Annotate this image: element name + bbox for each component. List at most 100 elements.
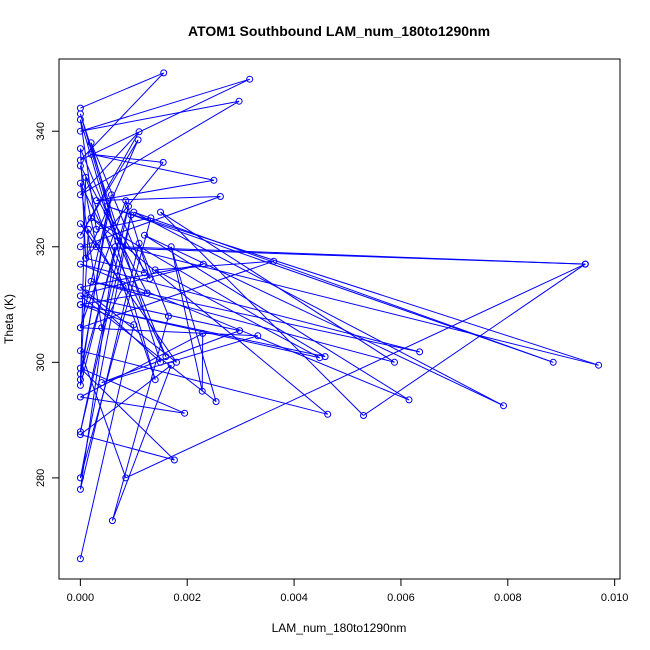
data-point	[157, 208, 164, 216]
series-segment	[170, 246, 217, 402]
data-point	[76, 243, 84, 251]
x-tick-label: 0.000	[67, 592, 95, 604]
series-segment	[79, 206, 129, 375]
series-segment	[160, 211, 364, 416]
series-segment	[106, 205, 599, 366]
series-segment	[80, 100, 240, 196]
data-point	[173, 358, 180, 366]
data-point	[125, 202, 132, 210]
series-segment	[79, 165, 148, 294]
series-segment	[80, 292, 148, 306]
data-point	[76, 220, 84, 228]
series-segment	[85, 292, 161, 363]
data-point	[549, 358, 557, 366]
series-segment	[90, 217, 326, 358]
data-point	[210, 176, 218, 184]
series-segment	[79, 214, 132, 478]
y-axis-label: Theta (K)	[2, 294, 16, 344]
series-segment	[96, 179, 214, 202]
data-point	[316, 354, 324, 362]
series-segment	[138, 243, 169, 317]
data-point	[76, 231, 84, 239]
data-point	[76, 485, 84, 493]
series-lines	[79, 72, 599, 559]
data-point	[103, 208, 111, 216]
data-point	[76, 347, 84, 355]
series-segment	[90, 142, 145, 273]
chart-title: ATOM1 Southbound LAM_num_180to1290nm	[188, 23, 490, 39]
series-segment	[125, 200, 151, 279]
series-segment	[96, 196, 221, 202]
data-point	[130, 321, 138, 329]
series-segment	[201, 333, 204, 392]
series-points	[76, 69, 603, 563]
series-segment	[80, 263, 420, 353]
data-point	[82, 289, 90, 297]
series-segment	[80, 263, 204, 288]
series-segment	[90, 280, 395, 363]
series-segment	[79, 182, 167, 357]
data-point	[147, 214, 155, 222]
data-point	[76, 110, 84, 118]
series-segment	[79, 212, 108, 380]
data-point	[82, 173, 90, 181]
data-point	[170, 456, 178, 464]
x-tick-label: 0.010	[601, 592, 629, 604]
series-segment	[80, 72, 165, 161]
series-segment	[79, 350, 127, 479]
data-point	[76, 555, 84, 563]
x-tick-label: 0.002	[173, 592, 201, 604]
data-point	[198, 387, 206, 395]
data-point	[119, 243, 127, 251]
data-point	[167, 361, 175, 369]
data-point	[107, 191, 115, 199]
series-segment	[80, 286, 177, 363]
series-segment	[79, 229, 89, 380]
data-point	[76, 301, 84, 309]
data-point	[84, 225, 92, 233]
series-segment	[90, 217, 329, 415]
data-point	[181, 409, 189, 417]
data-point	[160, 69, 168, 77]
data-point	[500, 402, 507, 410]
data-point	[76, 179, 84, 187]
data-point	[76, 260, 84, 268]
data-point	[76, 162, 84, 170]
series-segment	[79, 131, 140, 236]
series-segment	[80, 367, 185, 414]
data-point	[157, 358, 164, 366]
data-point	[122, 474, 130, 482]
data-point	[87, 277, 95, 285]
series-segment	[101, 335, 258, 384]
y-tick-label: 280	[35, 469, 47, 487]
data-point	[127, 211, 135, 219]
data-point	[595, 361, 603, 369]
data-point	[87, 139, 95, 147]
series-segment	[85, 162, 164, 259]
series-segment	[123, 246, 586, 265]
data-point	[76, 393, 84, 401]
series-segment	[79, 119, 97, 230]
data-point	[212, 398, 220, 406]
data-point	[76, 283, 84, 291]
data-point	[146, 275, 154, 283]
data-point	[360, 412, 367, 419]
data-point	[76, 324, 84, 332]
series-segment	[79, 113, 119, 242]
series-segment	[79, 148, 167, 357]
x-tick-label: 0.008	[494, 592, 522, 604]
series-segment	[79, 246, 116, 386]
data-point	[119, 283, 127, 291]
series-segment	[79, 243, 140, 490]
data-point	[236, 327, 244, 335]
data-point	[134, 136, 142, 144]
series-segment	[79, 206, 129, 432]
series-segment	[125, 263, 586, 479]
data-point	[141, 231, 148, 239]
series-segment	[85, 257, 145, 274]
series-segment	[363, 263, 586, 416]
series-segment	[80, 332, 203, 398]
series-segment	[80, 350, 328, 415]
data-point	[87, 214, 95, 222]
